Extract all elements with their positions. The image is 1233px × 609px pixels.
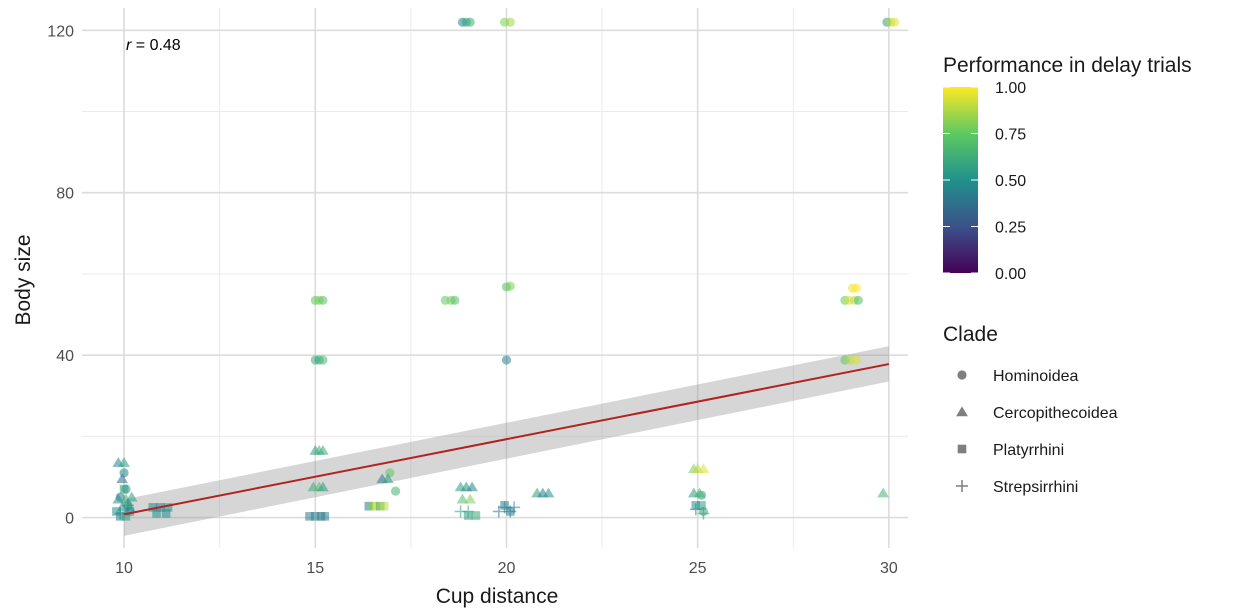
legend-plus-marker — [956, 480, 968, 492]
data-point — [697, 501, 706, 510]
data-point — [471, 511, 481, 520]
data-point — [379, 501, 389, 511]
data-point — [152, 509, 161, 518]
data-point — [462, 505, 475, 518]
data-point — [689, 503, 702, 516]
color-legend-label: 0.00 — [995, 266, 1026, 283]
data-point — [320, 512, 330, 521]
y-tick-labels: 0 40 80 120 — [47, 23, 74, 527]
legend-triangle-marker — [956, 406, 968, 417]
data-point — [305, 512, 314, 521]
data-point — [125, 491, 138, 502]
color-legend-label: 0.25 — [995, 220, 1026, 237]
data-point — [697, 507, 710, 520]
data-point — [317, 481, 329, 492]
y-tick-label: 0 — [65, 511, 74, 528]
color-legend-label: 0.75 — [995, 127, 1026, 144]
data-point — [116, 473, 129, 484]
data-points-layer — [112, 17, 900, 521]
x-tick-label: 30 — [880, 560, 898, 577]
data-point — [118, 457, 130, 467]
minor-grid — [82, 8, 908, 548]
y-tick-label: 40 — [56, 348, 74, 365]
data-point — [163, 503, 173, 512]
x-axis-title: Cup distance — [436, 585, 559, 608]
x-tick-labels: 10 15 20 25 30 — [115, 560, 898, 577]
y-tick-label: 80 — [56, 186, 74, 203]
data-point — [877, 487, 890, 498]
data-point — [450, 295, 460, 305]
data-point — [121, 499, 134, 512]
x-tick-label: 20 — [498, 560, 516, 577]
color-legend-label: 0.50 — [995, 173, 1026, 190]
x-tick-label: 15 — [306, 560, 324, 577]
data-point — [508, 501, 521, 514]
shape-legend-title: Clade — [943, 323, 998, 346]
shape-legend-label: Platyrrhini — [993, 442, 1064, 459]
data-point — [505, 17, 515, 27]
data-point — [310, 512, 320, 521]
data-point — [119, 484, 129, 494]
shape-legend: Hominoidea Cercopithecoidea Platyrrhini Str… — [956, 368, 1118, 496]
major-grid — [82, 8, 908, 548]
data-point — [851, 283, 861, 293]
data-point — [456, 493, 469, 504]
trend-line-layer — [123, 363, 890, 516]
data-point — [125, 507, 135, 516]
data-point — [112, 493, 125, 504]
x-tick-label: 10 — [115, 560, 133, 577]
data-point — [542, 487, 555, 498]
shape-legend-label: Cercopithecoidea — [993, 405, 1118, 422]
data-point — [693, 487, 706, 498]
color-legend-title: Performance in delay trials — [943, 54, 1192, 77]
data-point — [318, 355, 328, 365]
data-point — [382, 473, 394, 484]
shape-legend-label: Hominoidea — [993, 368, 1078, 385]
data-point — [148, 503, 158, 512]
legend-square-marker — [957, 444, 967, 454]
regression-line — [123, 363, 890, 516]
correlation-value: = 0.48 — [131, 37, 180, 54]
legend-circle-marker — [957, 370, 967, 380]
data-point — [161, 509, 171, 518]
data-point — [501, 355, 512, 365]
data-point — [853, 295, 863, 305]
color-legend-label: 1.00 — [995, 80, 1026, 97]
shape-legend-label: Strepsirrhini — [993, 479, 1078, 496]
data-point — [390, 486, 401, 496]
correlation-symbol: r — [126, 37, 132, 54]
data-point — [505, 281, 515, 291]
data-point — [317, 444, 329, 455]
data-point — [112, 507, 121, 516]
data-point — [890, 17, 900, 27]
correlation-annotation: r = 0.48 — [126, 37, 181, 54]
data-point — [121, 512, 131, 521]
y-tick-label: 120 — [47, 23, 74, 40]
data-point — [697, 463, 710, 474]
data-point — [465, 17, 475, 27]
data-point — [851, 355, 861, 365]
data-point — [464, 493, 477, 504]
data-point — [466, 481, 478, 492]
data-point — [318, 295, 328, 305]
y-axis-title: Body size — [12, 234, 35, 325]
x-tick-label: 25 — [689, 560, 707, 577]
color-legend-ticks: 1.00 0.75 0.50 0.25 0.00 — [943, 80, 1026, 283]
